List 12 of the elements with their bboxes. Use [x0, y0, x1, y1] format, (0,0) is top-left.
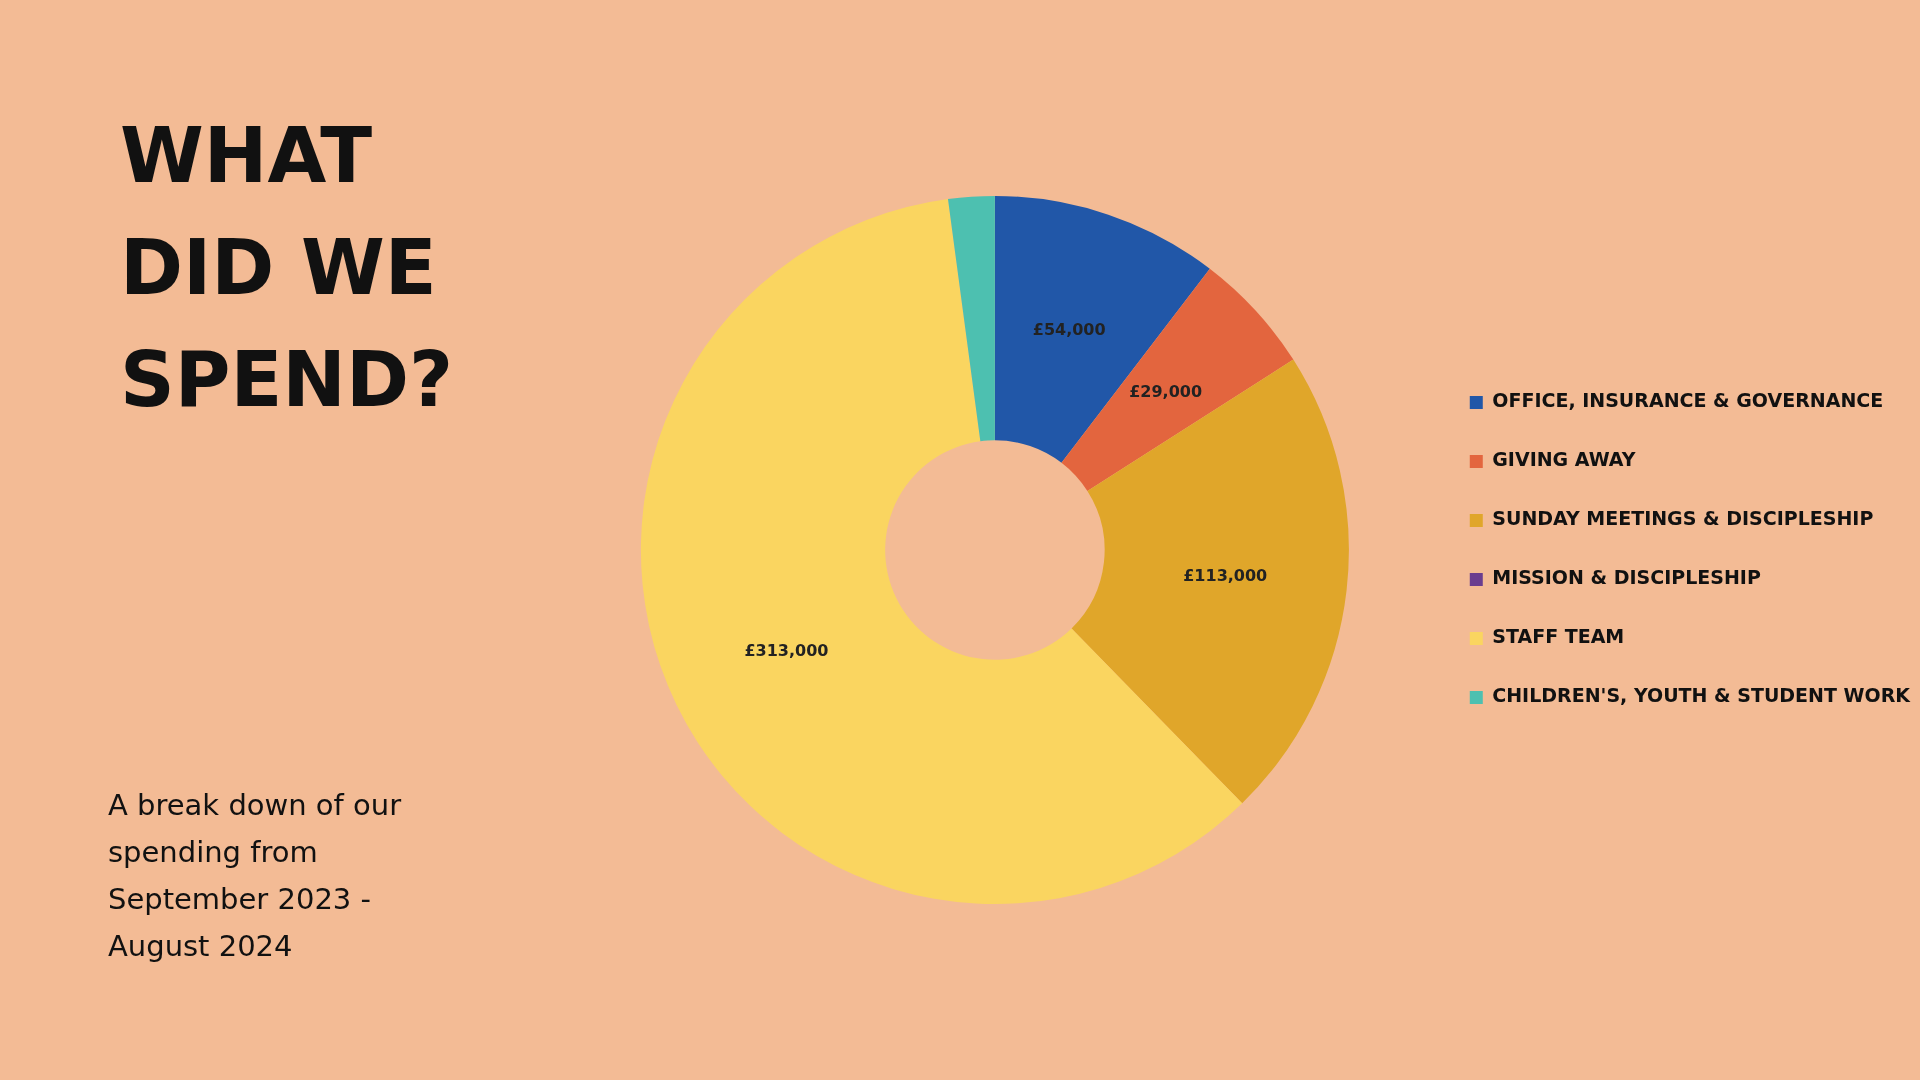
legend-label: CHILDREN'S, YOUTH & STUDENT WORK	[1492, 684, 1912, 707]
legend-label: MISSION & DISCIPLESHIP	[1492, 566, 1761, 589]
data-label: £54,000	[1032, 319, 1106, 339]
legend-label: GIVING AWAY	[1492, 448, 1636, 471]
data-label: £113,000	[1183, 565, 1268, 585]
legend-label: OFFICE, INSURANCE & GOVERNANCE	[1492, 389, 1884, 412]
chart-title: WHAT DID WE SPEND?	[120, 110, 454, 426]
data-label: £313,000	[744, 640, 829, 660]
text: A break down of our spending from September 2023 - August 2024	[108, 787, 403, 965]
data-label: £29,000	[1129, 382, 1203, 402]
legend-label: STAFF TEAM	[1492, 625, 1625, 648]
legend-label: SUNDAY MEETINGS & DISCIPLESHIP	[1492, 507, 1874, 530]
